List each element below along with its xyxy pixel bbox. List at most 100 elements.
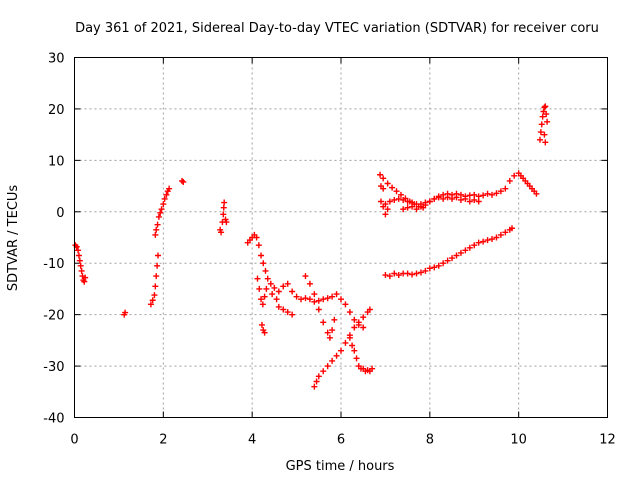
data-point <box>489 236 496 243</box>
data-point <box>413 206 420 213</box>
data-point <box>457 249 464 256</box>
data-point <box>346 334 353 341</box>
data-point <box>315 373 322 380</box>
data-point <box>333 352 340 359</box>
plot-frame <box>74 57 608 418</box>
y-tick-labels: -40 -30 -20 -10 0 10 20 30 <box>43 52 64 427</box>
data-point <box>311 298 318 305</box>
data-point <box>393 188 400 195</box>
data-point <box>449 195 456 202</box>
y-tick-label: -40 <box>43 412 64 427</box>
data-point <box>475 239 482 246</box>
data-point <box>324 329 331 336</box>
data-point <box>462 247 469 254</box>
y-tick-label: -10 <box>43 257 64 272</box>
data-point <box>351 316 358 323</box>
data-point <box>422 267 429 274</box>
data-point <box>221 199 228 206</box>
data-point <box>543 111 550 118</box>
data-point <box>306 280 313 287</box>
data-point <box>536 136 543 143</box>
data-point <box>324 363 331 370</box>
data-point <box>81 278 88 285</box>
data-point <box>298 296 305 303</box>
y-axis-label: SDTVAR / TECUs <box>6 185 21 292</box>
data-point <box>366 306 373 313</box>
data-point <box>154 262 161 269</box>
y-tick-label: 10 <box>48 154 65 169</box>
data-point <box>76 257 83 264</box>
data-point <box>471 242 478 249</box>
data-point <box>493 190 500 197</box>
data-point <box>353 355 360 362</box>
data-point <box>533 190 540 197</box>
data-point <box>417 269 424 276</box>
data-point <box>369 365 376 372</box>
data-point <box>153 273 160 280</box>
data-point <box>75 252 82 259</box>
data-point <box>431 195 438 202</box>
data-point <box>384 180 391 187</box>
data-point <box>261 329 268 336</box>
chart-title: Day 361 of 2021, Sidereal Day-to-day VTE… <box>75 21 599 36</box>
y-tick-label: -30 <box>43 360 64 375</box>
data-point <box>147 301 154 308</box>
data-point <box>444 257 451 264</box>
grid-lines <box>74 57 608 418</box>
data-point <box>154 221 161 228</box>
data-point <box>271 284 278 291</box>
data-point <box>426 198 433 205</box>
data-point <box>284 280 291 287</box>
data-point <box>386 273 393 280</box>
data-point <box>153 226 160 233</box>
data-point <box>471 191 478 198</box>
data-point <box>258 296 265 303</box>
data-point <box>333 291 340 298</box>
x-tick-label: 2 <box>159 433 167 448</box>
data-point <box>320 368 327 375</box>
data-point <box>395 195 402 202</box>
data-point <box>506 177 513 184</box>
data-point <box>258 252 265 259</box>
data-point <box>160 201 167 208</box>
data-point <box>404 270 411 277</box>
data-point <box>377 198 384 205</box>
data-point <box>293 293 300 300</box>
data-point <box>261 293 268 300</box>
data-point <box>466 244 473 251</box>
data-point <box>542 103 549 110</box>
data-point <box>466 198 473 205</box>
data-point <box>351 347 358 354</box>
data-point <box>440 195 447 202</box>
x-tick-label: 0 <box>70 433 78 448</box>
data-point <box>324 295 331 302</box>
data-point <box>338 296 344 303</box>
data-point <box>497 188 504 195</box>
x-axis-label: GPS time / hours <box>286 459 395 474</box>
data-point <box>480 192 487 199</box>
data-point <box>166 185 173 192</box>
data-point <box>289 288 296 295</box>
data-point <box>360 314 367 321</box>
data-point <box>457 196 464 203</box>
x-tick-label: 4 <box>248 433 256 448</box>
data-point <box>431 264 438 271</box>
y-tick-label: 30 <box>48 52 65 67</box>
data-point <box>400 206 407 213</box>
data-point <box>151 292 158 299</box>
data-point <box>382 201 389 208</box>
data-point <box>269 291 276 298</box>
data-point <box>329 293 336 300</box>
data-point <box>253 234 260 241</box>
data-point <box>78 267 85 274</box>
data-point <box>122 309 129 316</box>
data-point <box>342 339 349 346</box>
data-point <box>404 204 411 211</box>
data-point <box>256 285 263 292</box>
data-point <box>280 306 287 313</box>
data-point <box>409 271 416 278</box>
data-point <box>149 297 156 304</box>
data-point <box>384 206 391 213</box>
data-point <box>155 252 162 259</box>
